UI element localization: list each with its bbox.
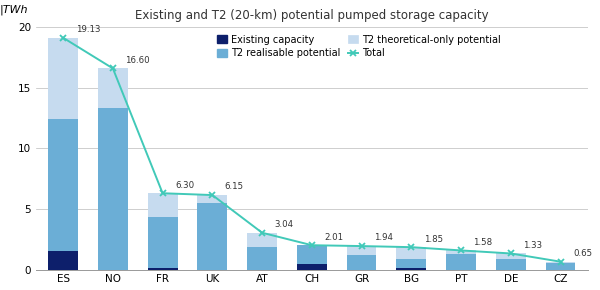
Bar <box>197 195 227 203</box>
Bar <box>48 251 78 270</box>
Bar <box>347 246 376 255</box>
Text: 16.60: 16.60 <box>125 56 150 65</box>
Bar <box>247 246 277 270</box>
Bar <box>545 262 575 263</box>
Bar <box>48 119 78 251</box>
Text: 2.01: 2.01 <box>324 233 343 242</box>
Bar <box>446 251 476 254</box>
Text: |TWh: |TWh <box>0 5 28 15</box>
Bar <box>397 259 426 268</box>
Bar <box>48 38 78 119</box>
Bar <box>98 68 128 108</box>
Bar <box>347 255 376 270</box>
Text: 1.85: 1.85 <box>424 235 443 244</box>
Bar <box>496 253 526 259</box>
Bar <box>397 247 426 259</box>
Bar <box>98 108 128 270</box>
Title: Existing and T2 (20-km) potential pumped storage capacity: Existing and T2 (20-km) potential pumped… <box>135 9 488 22</box>
Text: 1.33: 1.33 <box>523 241 542 250</box>
Bar <box>247 233 277 246</box>
Text: 3.04: 3.04 <box>275 220 293 229</box>
Bar <box>397 268 426 270</box>
Legend: Existing capacity, T2 realisable potential, T2 theoretical-only potential, Total: Existing capacity, T2 realisable potenti… <box>217 35 500 58</box>
Text: 6.15: 6.15 <box>225 182 244 191</box>
Text: 1.94: 1.94 <box>374 233 393 242</box>
Text: 0.65: 0.65 <box>573 249 592 258</box>
Text: 6.30: 6.30 <box>175 181 194 190</box>
Bar <box>148 217 178 268</box>
Bar <box>148 268 178 270</box>
Bar <box>545 263 575 270</box>
Text: 19.13: 19.13 <box>76 25 100 34</box>
Bar <box>496 259 526 270</box>
Bar <box>297 245 327 264</box>
Bar <box>297 264 327 270</box>
Bar <box>148 193 178 217</box>
Bar <box>197 203 227 270</box>
Bar <box>446 254 476 270</box>
Text: 1.58: 1.58 <box>473 238 493 247</box>
